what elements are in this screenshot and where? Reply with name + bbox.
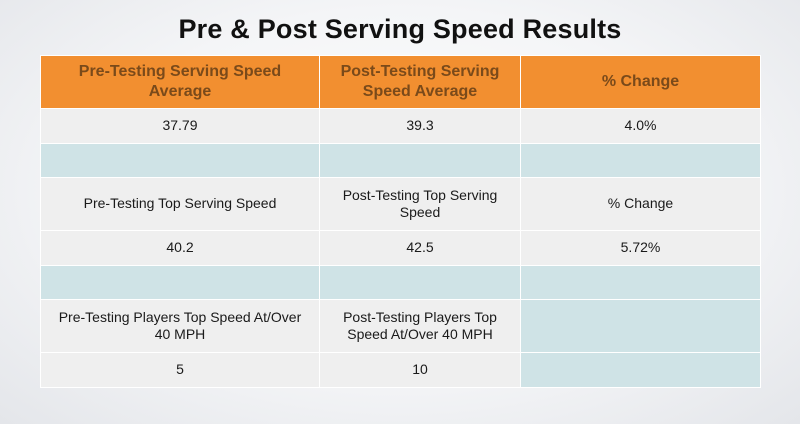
table-row: 5 10: [40, 352, 761, 388]
cell-top-speed-change-value: 5.72%: [520, 230, 761, 266]
table-spacer-row: [40, 143, 761, 178]
table-row: Pre-Testing Top Serving Speed Post-Testi…: [40, 177, 761, 231]
header-cell-post-average: Post-Testing Serving Speed Average: [319, 55, 521, 109]
empty-cell: [520, 299, 761, 353]
cell-post-top-speed-value: 42.5: [319, 230, 521, 266]
spacer-cell: [520, 265, 761, 300]
cell-pre-players-value: 5: [40, 352, 320, 388]
spacer-cell: [319, 265, 521, 300]
spacer-cell: [520, 143, 761, 178]
table-header-row: Pre-Testing Serving Speed Average Post-T…: [40, 55, 761, 109]
spacer-cell: [40, 143, 320, 178]
table-spacer-row: [40, 265, 761, 300]
cell-post-top-speed-label: Post-Testing Top Serving Speed: [319, 177, 521, 231]
cell-pre-players-label: Pre-Testing Players Top Speed At/Over 40…: [40, 299, 320, 353]
table-row: 37.79 39.3 4.0%: [40, 108, 761, 144]
cell-average-change-value: 4.0%: [520, 108, 761, 144]
spacer-cell: [319, 143, 521, 178]
cell-top-speed-change-label: % Change: [520, 177, 761, 231]
table-row: Pre-Testing Players Top Speed At/Over 40…: [40, 299, 761, 353]
results-table: Pre-Testing Serving Speed Average Post-T…: [40, 55, 761, 388]
cell-post-players-value: 10: [319, 352, 521, 388]
header-cell-pre-average: Pre-Testing Serving Speed Average: [40, 55, 320, 109]
spacer-cell: [40, 265, 320, 300]
header-cell-change: % Change: [520, 55, 761, 109]
page-title: Pre & Post Serving Speed Results: [178, 14, 622, 44]
empty-cell: [520, 352, 761, 388]
cell-pre-top-speed-value: 40.2: [40, 230, 320, 266]
cell-post-players-label: Post-Testing Players Top Speed At/Over 4…: [319, 299, 521, 353]
cell-pre-average-value: 37.79: [40, 108, 320, 144]
cell-pre-top-speed-label: Pre-Testing Top Serving Speed: [40, 177, 320, 231]
cell-post-average-value: 39.3: [319, 108, 521, 144]
table-row: 40.2 42.5 5.72%: [40, 230, 761, 266]
